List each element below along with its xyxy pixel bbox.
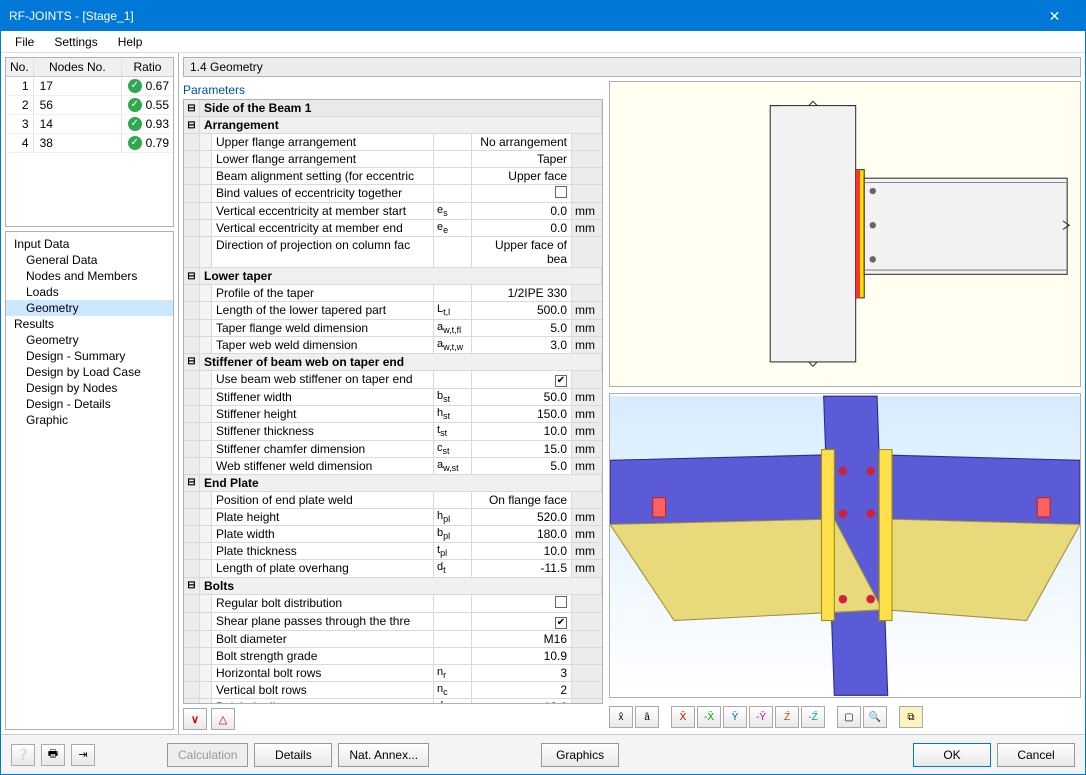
help-button[interactable]: ❔	[11, 744, 35, 766]
error-down-button[interactable]: ∨	[183, 708, 207, 730]
param-row[interactable]: Stiffener chamfer dimensioncst15.0mm	[184, 441, 602, 458]
param-row[interactable]: Length of plate overhangdt-11.5mm	[184, 560, 602, 577]
nodes-table: No. Nodes No. Ratio 117✓0.67256✓0.55314✓…	[5, 57, 174, 227]
view-y-button[interactable]: Ȳ	[723, 706, 747, 728]
navigation-tree: Input Data General DataNodes and Members…	[5, 231, 174, 730]
tree-item[interactable]: Design by Nodes	[6, 380, 173, 396]
param-group[interactable]: ⊟Arrangement	[184, 117, 602, 134]
param-row[interactable]: Horizontal bolt rowsnr3	[184, 665, 602, 682]
graphic-2d-view[interactable]	[609, 81, 1081, 387]
graphics-button[interactable]: Graphics	[541, 743, 619, 767]
view-x-button[interactable]: x̂	[609, 706, 633, 728]
tree-results[interactable]: Results	[6, 316, 173, 332]
details-button[interactable]: Details	[254, 743, 332, 767]
view-copy-button[interactable]: ⧉	[899, 706, 923, 728]
import-button[interactable]: ⇥	[71, 744, 95, 766]
param-row[interactable]: Regular bolt distribution	[184, 595, 602, 613]
param-row[interactable]: Shear plane passes through the thre✔	[184, 613, 602, 631]
menu-settings[interactable]: Settings	[46, 33, 105, 51]
calculation-button[interactable]: Calculation	[167, 743, 248, 767]
view-neg-y-button[interactable]: -Ȳ	[749, 706, 773, 728]
footer-bar: ❔ 🖶 ⇥ Calculation Details Nat. Annex... …	[1, 734, 1085, 774]
check-icon: ✓	[128, 98, 142, 112]
col-ratio-header: Ratio	[122, 58, 173, 76]
ok-button[interactable]: OK	[913, 743, 991, 767]
view-xz-button[interactable]: X̄	[671, 706, 695, 728]
table-row[interactable]: 438✓0.79	[6, 134, 173, 153]
tree-item[interactable]: Design by Load Case	[6, 364, 173, 380]
view-neg-x-button[interactable]: -X̄	[697, 706, 721, 728]
param-row[interactable]: Plate widthbpl180.0mm	[184, 526, 602, 543]
close-icon[interactable]: ✕	[1032, 8, 1077, 25]
tree-item[interactable]: Nodes and Members	[6, 268, 173, 284]
param-group[interactable]: ⊟Lower taper	[184, 268, 602, 285]
tree-item[interactable]: Graphic	[6, 412, 173, 428]
window-title: RF-JOINTS - [Stage_1]	[9, 9, 1032, 23]
param-group[interactable]: ⊟End Plate	[184, 475, 602, 492]
param-row[interactable]: Direction of projection on column facUpp…	[184, 237, 602, 268]
export-button[interactable]: 🖶	[41, 744, 65, 766]
warning-button[interactable]: △	[211, 708, 235, 730]
tree-item[interactable]: Loads	[6, 284, 173, 300]
param-row[interactable]: Stiffener thicknesstst10.0mm	[184, 423, 602, 440]
panel-title: 1.4 Geometry	[183, 57, 1081, 77]
param-row[interactable]: Stiffener heighthst150.0mm	[184, 406, 602, 423]
param-row[interactable]: Taper flange weld dimensionaw,t,fl5.0mm	[184, 320, 602, 337]
table-row[interactable]: 117✓0.67	[6, 77, 173, 96]
tree-item[interactable]: Geometry	[6, 332, 173, 348]
title-bar: RF-JOINTS - [Stage_1] ✕	[1, 1, 1085, 31]
parameters-grid: ⊟Side of the Beam 1⊟ArrangementUpper fla…	[183, 99, 603, 704]
graphics-toolbar: x̂ â X̄ -X̄ Ȳ -Ȳ Z̄ -Z̄ ▢ 🔍 ⧉	[609, 704, 1081, 730]
tree-item[interactable]: Geometry	[6, 300, 173, 316]
check-icon: ✓	[128, 79, 142, 93]
graphic-3d-view[interactable]	[609, 393, 1081, 699]
col-node-header: Nodes No.	[34, 58, 122, 76]
table-row[interactable]: 314✓0.93	[6, 115, 173, 134]
param-row[interactable]: Length of the lower tapered partLt,l500.…	[184, 302, 602, 319]
param-row[interactable]: Upper flange arrangementNo arrangement	[184, 134, 602, 151]
param-row[interactable]: Vertical bolt rowsnc2	[184, 682, 602, 699]
tree-input-data[interactable]: Input Data	[6, 236, 173, 252]
param-group[interactable]: ⊟Stiffener of beam web on taper end	[184, 354, 602, 371]
param-row[interactable]: Use beam web stiffener on taper end✔	[184, 371, 602, 389]
param-row[interactable]: Web stiffener weld dimensionaw,st5.0mm	[184, 458, 602, 475]
param-row[interactable]: Position of end plate weldOn flange face	[184, 492, 602, 509]
view-a-button[interactable]: â	[635, 706, 659, 728]
param-row[interactable]: Vertical eccentricity at member endee0.0…	[184, 220, 602, 237]
menu-file[interactable]: File	[7, 33, 42, 51]
check-icon: ✓	[128, 136, 142, 150]
check-icon: ✓	[128, 117, 142, 131]
param-row[interactable]: Bolt strength grade10.9	[184, 648, 602, 665]
table-row[interactable]: 256✓0.55	[6, 96, 173, 115]
param-row[interactable]: Lower flange arrangementTaper	[184, 151, 602, 168]
param-row[interactable]: Plate thicknesstpl10.0mm	[184, 543, 602, 560]
param-row[interactable]: Beam alignment setting (for eccentricUpp…	[184, 168, 602, 185]
nat-annex-button[interactable]: Nat. Annex...	[338, 743, 429, 767]
param-row[interactable]: Plate heighthpl520.0mm	[184, 509, 602, 526]
param-row[interactable]: Bind values of eccentricity together	[184, 185, 602, 203]
param-row[interactable]: Stiffener widthbst50.0mm	[184, 389, 602, 406]
param-row[interactable]: Taper web weld dimensionaw,t,w3.0mm	[184, 337, 602, 354]
param-row[interactable]: Vertical eccentricity at member startes0…	[184, 203, 602, 220]
view-iso-button[interactable]: ▢	[837, 706, 861, 728]
param-group[interactable]: ⊟Side of the Beam 1	[184, 100, 602, 117]
tree-item[interactable]: General Data	[6, 252, 173, 268]
view-neg-z-button[interactable]: -Z̄	[801, 706, 825, 728]
col-no-header: No.	[6, 58, 34, 76]
param-row[interactable]: Profile of the taper1/2IPE 330	[184, 285, 602, 302]
parameters-label: Parameters	[183, 81, 603, 99]
tree-item[interactable]: Design - Details	[6, 396, 173, 412]
param-group[interactable]: ⊟Bolts	[184, 578, 602, 595]
menu-bar: File Settings Help	[1, 31, 1085, 53]
view-z-button[interactable]: Z̄	[775, 706, 799, 728]
cancel-button[interactable]: Cancel	[997, 743, 1075, 767]
tree-item[interactable]: Design - Summary	[6, 348, 173, 364]
menu-help[interactable]: Help	[110, 33, 151, 51]
view-zoom-button[interactable]: 🔍	[863, 706, 887, 728]
param-row[interactable]: Bolt diameterM16	[184, 631, 602, 648]
